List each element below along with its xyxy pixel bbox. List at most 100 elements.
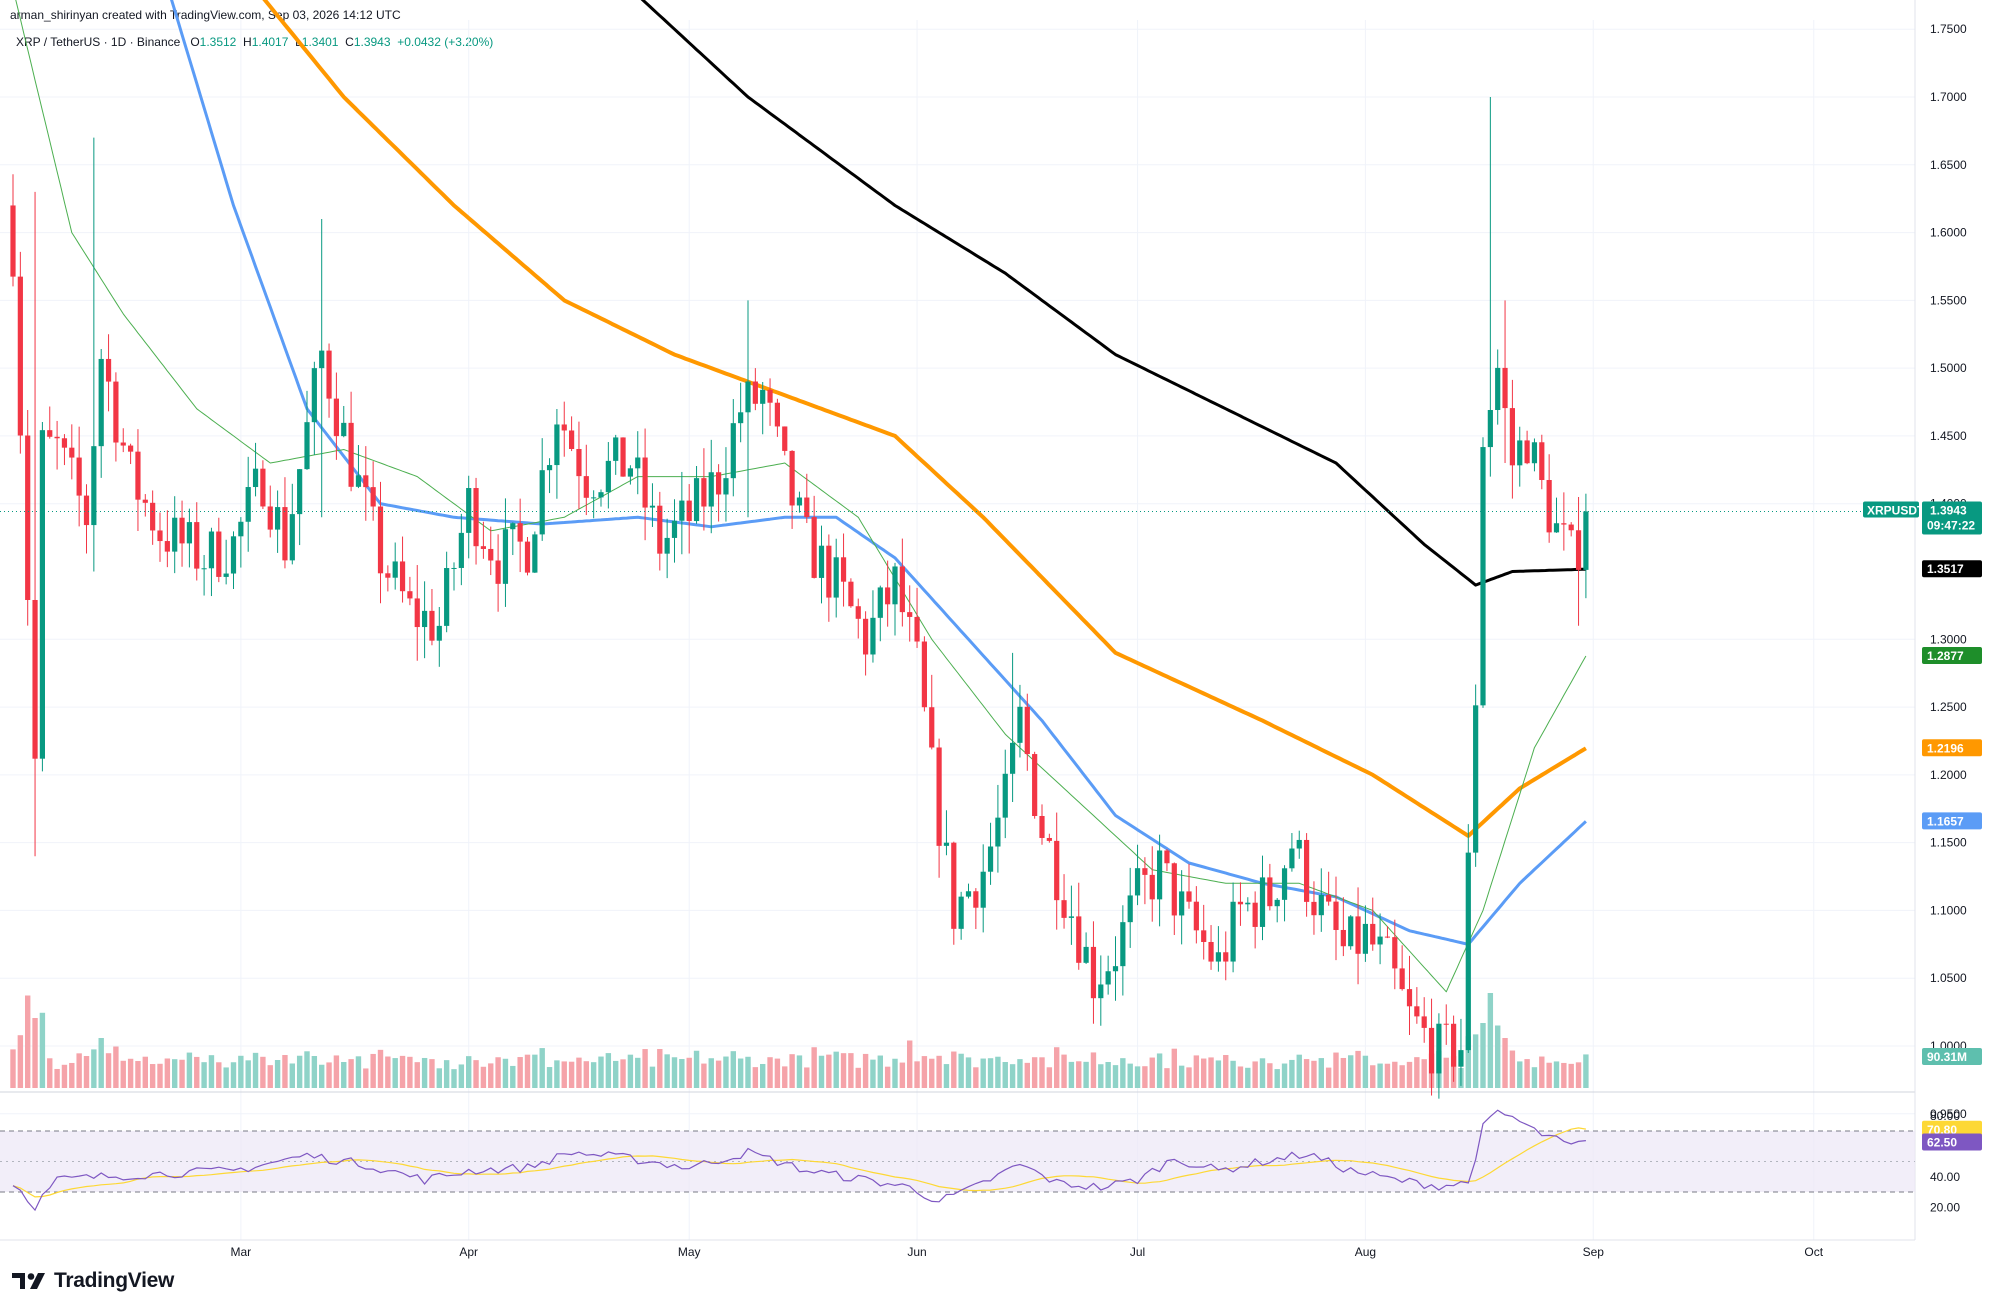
candle-body: [517, 523, 523, 542]
candle-body: [855, 606, 861, 619]
tradingview-logo[interactable]: TradingView: [12, 1269, 174, 1293]
candle-body: [1509, 408, 1515, 466]
volume-bar: [1465, 1036, 1471, 1088]
close-label: C: [345, 35, 354, 49]
candle-body: [179, 517, 185, 544]
candle-body: [480, 546, 486, 549]
candle-body: [245, 487, 251, 522]
volume-bar: [973, 1067, 979, 1088]
volume-bar: [1002, 1061, 1008, 1088]
candle-body: [164, 541, 170, 552]
price-tick-label: 1.7000: [1930, 90, 1967, 104]
rsi-value-tag-bg: [1922, 1133, 1982, 1151]
candle-body: [282, 507, 288, 561]
volume-bar: [1561, 1062, 1567, 1088]
volume-bar: [1098, 1064, 1104, 1088]
candle-body: [473, 488, 479, 547]
volume-bar: [25, 995, 31, 1088]
candle-body: [1370, 923, 1376, 945]
volume-bar: [194, 1056, 200, 1088]
candle-body: [1348, 916, 1354, 947]
candle-body: [1090, 946, 1097, 999]
volume-bar: [701, 1063, 707, 1088]
symbol-name[interactable]: XRP / TetherUS · 1D · Binance: [16, 35, 181, 49]
candle-body: [929, 707, 935, 748]
volume-bar: [1164, 1068, 1170, 1088]
high-label: H: [243, 35, 252, 49]
candle-body: [943, 842, 950, 846]
candle-body: [1002, 773, 1008, 818]
volume-bar: [480, 1066, 487, 1088]
candle-body: [980, 871, 986, 908]
candle-body: [833, 557, 839, 598]
volume-bar: [1178, 1065, 1185, 1088]
candle-body: [1487, 409, 1493, 448]
volume-bar: [245, 1060, 251, 1088]
volume-bar: [120, 1060, 126, 1088]
volume-bar: [752, 1067, 759, 1088]
candle-body: [818, 545, 825, 578]
volume-bar: [1472, 1034, 1479, 1088]
volume-bar: [105, 1053, 112, 1088]
ma-tag-bg: [1922, 646, 1982, 664]
volume-bar: [69, 1062, 75, 1088]
volume-bar: [1090, 1052, 1097, 1088]
candle-body: [47, 430, 53, 437]
candle-body: [1046, 837, 1052, 841]
candle-body: [951, 842, 957, 929]
candle-body: [297, 469, 303, 515]
volume-bar: [1112, 1065, 1119, 1088]
candle-body: [789, 450, 795, 506]
volume-bar: [1281, 1063, 1288, 1088]
candle-body: [69, 447, 75, 458]
symbol-tag-bg: [1863, 501, 1919, 518]
volume-bar: [10, 1049, 16, 1088]
candle-body: [1186, 891, 1192, 902]
candle-body: [877, 587, 883, 618]
volume-bar: [951, 1051, 957, 1088]
volume-bar: [767, 1057, 773, 1088]
time-axis-label: Jul: [1130, 1245, 1145, 1259]
volume-bar: [995, 1056, 1001, 1088]
volume-bar: [1333, 1052, 1339, 1088]
candle-body: [83, 495, 90, 526]
candle-body: [745, 381, 751, 413]
volume-bar: [1274, 1069, 1280, 1088]
volume-bar: [848, 1053, 854, 1088]
candle-body: [1377, 936, 1383, 945]
candle-body: [760, 389, 766, 404]
volume-bar: [296, 1055, 303, 1088]
volume-bar: [1531, 1067, 1538, 1088]
open-value: 1.3512: [199, 35, 237, 49]
volume-bar: [1259, 1058, 1266, 1088]
volume-bar: [1223, 1055, 1229, 1088]
volume-bar: [208, 1055, 215, 1088]
volume-bar: [392, 1058, 398, 1088]
candle-body: [311, 368, 317, 423]
volume-bar: [473, 1060, 479, 1088]
volume-bar: [61, 1064, 68, 1088]
volume-bar: [980, 1058, 986, 1088]
candle-body: [1208, 941, 1214, 962]
volume-bar: [1046, 1067, 1053, 1088]
volume-bar: [1186, 1067, 1192, 1088]
candle-body: [1171, 863, 1177, 916]
candles: [0, 97, 1915, 1099]
candle-body: [899, 566, 905, 613]
brand-name: TradingView: [54, 1269, 175, 1292]
volume-bar: [870, 1059, 876, 1088]
ma-line-orange: [262, 0, 1587, 838]
candle-body: [1083, 946, 1089, 963]
volume-bar: [1421, 1059, 1427, 1088]
candle-body: [1164, 850, 1170, 864]
ma-tag-bg: [1922, 739, 1982, 757]
candle-body: [444, 568, 450, 626]
volume-bar: [289, 1063, 295, 1088]
candle-body: [1546, 480, 1552, 533]
volume-bar: [1296, 1054, 1302, 1088]
candle-body: [1010, 742, 1016, 774]
volume-bar: [1201, 1058, 1207, 1088]
candle-body: [524, 541, 531, 573]
rsi-tick-label: 40.00: [1930, 1170, 1960, 1184]
price-chart[interactable]: 1.7500 1.7000 1.6500 1.6000 1.5500 1.5000 1.45…: [0, 0, 1996, 1260]
